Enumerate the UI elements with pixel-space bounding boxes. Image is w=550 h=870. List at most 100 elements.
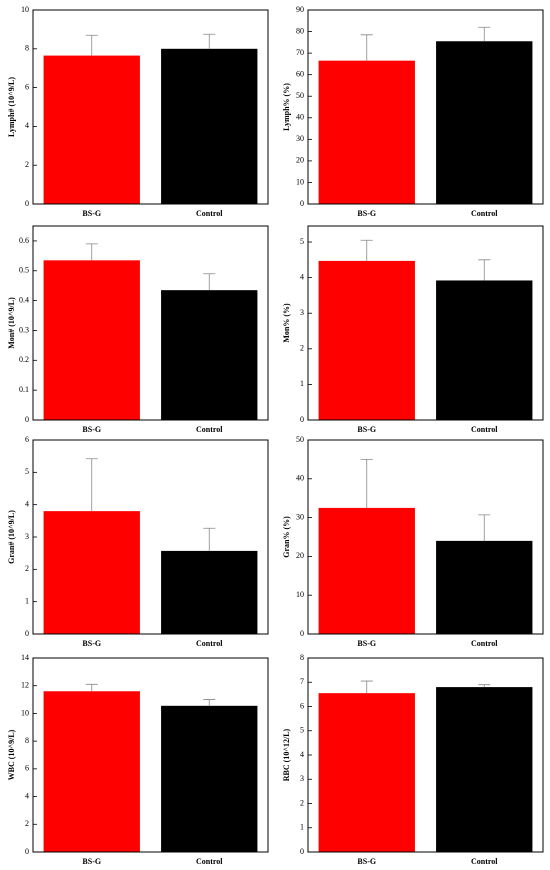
y-tick-label: 0 bbox=[300, 629, 304, 638]
bar bbox=[161, 550, 258, 634]
y-tick-label: 12 bbox=[21, 681, 29, 690]
y-tick-label: 2 bbox=[25, 564, 29, 573]
bar bbox=[161, 290, 258, 420]
y-tick-label: 0 bbox=[25, 415, 29, 424]
y-tick-label: 6 bbox=[25, 82, 29, 91]
bar bbox=[161, 48, 258, 204]
y-axis-label: RBC (10^12/L) bbox=[282, 728, 291, 781]
x-tick-label: BS-G bbox=[357, 425, 376, 434]
y-tick-label: 2 bbox=[300, 344, 304, 353]
y-tick-label: 10 bbox=[21, 708, 29, 717]
x-tick-label: BS-G bbox=[357, 639, 376, 648]
bar bbox=[43, 511, 140, 634]
x-tick-label: Control bbox=[196, 209, 223, 218]
plot-frame bbox=[32, 9, 269, 205]
y-axis-label: Gran% (%) bbox=[282, 516, 291, 558]
y-tick-label: 5 bbox=[300, 237, 304, 246]
y-tick-label: 0.2 bbox=[19, 355, 29, 364]
error-bar bbox=[85, 34, 98, 56]
error-bar bbox=[203, 273, 216, 291]
plot-frame bbox=[307, 439, 544, 635]
y-tick-label: 30 bbox=[296, 134, 304, 143]
y-tick-label: 10 bbox=[296, 590, 304, 599]
bar bbox=[43, 260, 140, 420]
y-tick-label: 10 bbox=[21, 5, 29, 14]
y-tick-label: 0 bbox=[300, 847, 304, 856]
y-tick-label: 50 bbox=[296, 91, 304, 100]
y-tick-label: 4 bbox=[25, 121, 29, 130]
error-bar bbox=[478, 514, 491, 541]
error-bar bbox=[360, 459, 373, 508]
plot-frame bbox=[307, 225, 544, 421]
y-tick-label: 4 bbox=[25, 791, 29, 800]
bar bbox=[436, 41, 533, 204]
y-tick-label: 0 bbox=[300, 199, 304, 208]
error-bar bbox=[478, 684, 491, 688]
bar bbox=[318, 260, 415, 420]
x-tick-label: Control bbox=[471, 425, 498, 434]
y-tick-label: 20 bbox=[296, 551, 304, 560]
x-tick-label: BS-G bbox=[82, 639, 101, 648]
error-bar bbox=[85, 458, 98, 512]
error-bar bbox=[85, 243, 98, 261]
y-tick-label: 40 bbox=[296, 474, 304, 483]
y-tick-label: 1 bbox=[25, 596, 29, 605]
error-bar bbox=[478, 26, 491, 42]
plot-frame bbox=[32, 657, 269, 853]
y-tick-label: 7 bbox=[300, 677, 304, 686]
y-tick-label: 0.1 bbox=[19, 385, 29, 394]
bar bbox=[436, 280, 533, 420]
bar bbox=[318, 507, 415, 634]
y-tick-label: 6 bbox=[300, 701, 304, 710]
x-tick-label: BS-G bbox=[82, 857, 101, 866]
y-tick-label: 0 bbox=[25, 199, 29, 208]
y-tick-label: 3 bbox=[25, 532, 29, 541]
plot-frame bbox=[307, 9, 544, 205]
x-tick-label: BS-G bbox=[357, 857, 376, 866]
error-bar bbox=[203, 527, 216, 551]
y-axis-label: WBC (10^9/L) bbox=[7, 729, 16, 780]
y-axis-label: Lymph# (10^9/L) bbox=[7, 77, 16, 137]
error-bar bbox=[203, 33, 216, 49]
y-axis-label: Mon% (%) bbox=[282, 303, 291, 343]
error-bar bbox=[360, 239, 373, 261]
x-tick-label: Control bbox=[471, 857, 498, 866]
y-tick-label: 0.3 bbox=[19, 325, 29, 334]
y-axis-label: Lymph% (%) bbox=[282, 83, 291, 131]
y-tick-label: 60 bbox=[296, 69, 304, 78]
bar bbox=[436, 540, 533, 634]
error-bar bbox=[85, 683, 98, 692]
y-tick-label: 40 bbox=[296, 113, 304, 122]
x-tick-label: Control bbox=[471, 639, 498, 648]
y-tick-label: 1 bbox=[300, 823, 304, 832]
y-tick-label: 90 bbox=[296, 5, 304, 14]
plot-frame bbox=[32, 225, 269, 421]
x-tick-label: Control bbox=[196, 857, 223, 866]
y-tick-label: 0 bbox=[25, 629, 29, 638]
y-tick-label: 8 bbox=[300, 653, 304, 662]
x-tick-label: Control bbox=[471, 209, 498, 218]
y-tick-label: 0.5 bbox=[19, 266, 29, 275]
y-tick-label: 6 bbox=[25, 764, 29, 773]
x-tick-label: BS-G bbox=[82, 425, 101, 434]
y-tick-label: 14 bbox=[21, 653, 29, 662]
y-tick-label: 2 bbox=[25, 819, 29, 828]
plot-frame bbox=[32, 439, 269, 635]
y-axis-label: Gran# (10^9/L) bbox=[7, 510, 16, 564]
plot-frame bbox=[307, 657, 544, 853]
bar bbox=[436, 687, 533, 852]
y-tick-label: 50 bbox=[296, 435, 304, 444]
y-tick-label: 30 bbox=[296, 512, 304, 521]
y-tick-label: 8 bbox=[25, 736, 29, 745]
y-tick-label: 0 bbox=[25, 847, 29, 856]
y-tick-label: 4 bbox=[300, 750, 304, 759]
y-tick-label: 0.4 bbox=[19, 295, 29, 304]
x-tick-label: Control bbox=[196, 639, 223, 648]
y-tick-label: 2 bbox=[300, 798, 304, 807]
y-tick-label: 3 bbox=[300, 774, 304, 783]
bar bbox=[43, 691, 140, 852]
y-tick-label: 1 bbox=[300, 379, 304, 388]
error-bar bbox=[203, 699, 216, 706]
y-axis-label: Mon# (10^9/L) bbox=[7, 297, 16, 349]
